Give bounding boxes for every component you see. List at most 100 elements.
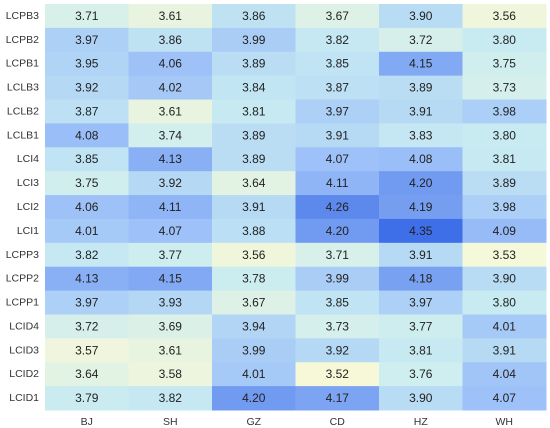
cell-value-label: 3.89	[242, 57, 266, 71]
heatmap-cell-lcpb2-gz	[212, 27, 296, 53]
heatmap-cell-lcpb1-hz	[379, 51, 463, 77]
heatmap-cell-lcpb1-bj	[45, 51, 129, 77]
cell-value-label: 3.64	[242, 176, 266, 190]
heatmap-cell-lcid4-bj	[45, 314, 129, 339]
cell-value-label: 3.67	[242, 296, 266, 310]
cell-value-label: 3.69	[159, 319, 183, 333]
heatmap-cell-lcid4-hz	[379, 314, 463, 339]
cell-value-label: 3.86	[159, 33, 183, 47]
heatmap-cell-lcid4-cd	[295, 314, 380, 339]
cell-value-label: 3.71	[75, 9, 99, 23]
heatmap-cell-lcpb3-gz	[212, 4, 296, 29]
cell-value-label: 3.61	[159, 9, 183, 23]
cell-value-label: 3.76	[409, 367, 433, 381]
cell-value-label: 3.57	[75, 343, 99, 357]
heatmap-cell-lcid1-sh	[128, 386, 213, 411]
cell-value-label: 4.01	[75, 224, 99, 238]
cell-value-label: 3.99	[326, 272, 350, 286]
heatmap-cell-lci3-sh	[128, 171, 213, 196]
cell-value-label: 4.15	[159, 272, 183, 286]
heatmap-cell-lci2-gz	[212, 195, 296, 220]
heatmap-cell-lcpp3-wh	[462, 242, 547, 268]
cell-value-label: 4.01	[242, 367, 266, 381]
heatmap-cell-lci2-wh	[462, 195, 547, 220]
heatmap-cell-lcid2-sh	[128, 362, 213, 387]
heatmap-cell-lci3-hz	[379, 171, 463, 196]
heatmap-cell-lcpp3-sh	[128, 242, 213, 268]
heatmap-cell-lcid4-wh	[462, 314, 547, 339]
cell-value-label: 3.89	[493, 176, 517, 190]
heatmap-cell-lclb2-gz	[212, 99, 296, 124]
cell-value-label: 3.90	[409, 9, 433, 23]
heatmap-cell-lcid3-bj	[45, 338, 129, 363]
cell-value-label: 3.93	[159, 296, 183, 310]
heatmap-cell-lcid2-gz	[212, 362, 296, 387]
heatmap-cell-lclb3-cd	[295, 75, 380, 101]
heatmap-cell-lcid3-sh	[128, 338, 213, 363]
cell-value-label: 4.20	[409, 176, 433, 190]
cell-value-label: 4.17	[326, 391, 350, 405]
cell-value-label: 3.81	[409, 343, 433, 357]
heatmap-cell-lcpp3-gz	[212, 242, 296, 268]
heatmap-cell-lcpb1-cd	[295, 51, 380, 77]
y-tick-label-lcpb1: LCPB1	[6, 58, 39, 70]
cell-value-label: 3.92	[159, 176, 183, 190]
cell-value-label: 3.72	[409, 33, 433, 47]
cell-value-label: 3.94	[242, 319, 266, 333]
cell-value-label: 3.87	[326, 81, 350, 95]
heatmap-cell-lci3-bj	[45, 171, 129, 196]
cell-value-label: 3.90	[493, 272, 517, 286]
cell-value-label: 3.98	[493, 200, 517, 214]
heatmap-cell-lci4-sh	[128, 147, 213, 172]
cell-value-label: 3.80	[493, 33, 517, 47]
cell-value-label: 3.74	[159, 128, 183, 142]
heatmap-cell-lclb2-sh	[128, 99, 213, 124]
cell-value-label: 3.99	[242, 343, 266, 357]
heatmap-cell-lcpb3-sh	[128, 4, 213, 29]
cell-value-label: 3.85	[75, 152, 99, 166]
heatmap-cell-lclb3-hz	[379, 75, 463, 101]
x-axis-tick-labels: BJ SH GZ CD HZ WH	[81, 416, 513, 428]
cell-value-label: 3.97	[409, 296, 433, 310]
heatmap-cell-lcpp2-hz	[379, 266, 463, 292]
cell-value-label: 4.07	[326, 152, 350, 166]
cell-value-label: 3.91	[242, 200, 266, 214]
y-tick-label-lclb3: LCLB3	[7, 82, 39, 94]
cell-value-label: 3.75	[493, 57, 517, 71]
y-tick-label-lci2: LCI2	[17, 201, 39, 213]
heatmap-cell-lci2-sh	[128, 195, 213, 220]
heatmap-cell-lci4-hz	[379, 147, 463, 172]
heatmap-cell-lcpb1-gz	[212, 51, 296, 77]
heatmap-cell-lci1-bj	[45, 218, 129, 244]
cell-value-label: 3.75	[75, 176, 99, 190]
cell-value-label: 4.06	[75, 200, 99, 214]
cell-value-label: 3.83	[409, 128, 433, 142]
heatmap-cell-lcid2-cd	[295, 362, 380, 387]
heatmap-cell-lcpb3-wh	[462, 4, 547, 29]
cell-value-label: 4.09	[493, 224, 517, 238]
heatmap-cell-lci1-wh	[462, 218, 547, 244]
cell-value-label: 3.72	[75, 319, 99, 333]
cell-value-label: 3.77	[409, 319, 433, 333]
cell-value-label: 4.20	[326, 224, 350, 238]
cell-value-label: 4.11	[326, 176, 349, 190]
y-tick-label-lcid4: LCID4	[9, 320, 39, 332]
heatmap-cell-lclb2-cd	[295, 99, 380, 124]
heatmap-cell-lclb3-wh	[462, 75, 547, 101]
cell-value-label: 3.91	[326, 128, 350, 142]
heatmap-cell-lclb1-sh	[128, 123, 213, 148]
cell-value-label: 4.13	[75, 272, 99, 286]
heatmap-cell-lcpp2-gz	[212, 266, 296, 292]
cell-value-label: 3.98	[493, 104, 517, 118]
heatmap-cell-lcpp3-bj	[45, 242, 129, 268]
heatmap-cell-lcpb2-sh	[128, 27, 213, 53]
cell-value-label: 3.80	[493, 296, 517, 310]
heatmap-cell-lci3-wh	[462, 171, 547, 196]
y-tick-label-lcpb3: LCPB3	[6, 10, 39, 22]
heatmap-cell-lcid3-wh	[462, 338, 547, 363]
cell-value-label: 3.78	[242, 272, 266, 286]
cell-value-label: 3.88	[242, 224, 266, 238]
cell-value-label: 3.53	[493, 248, 517, 262]
heatmap-cell-lclb1-hz	[379, 123, 463, 148]
